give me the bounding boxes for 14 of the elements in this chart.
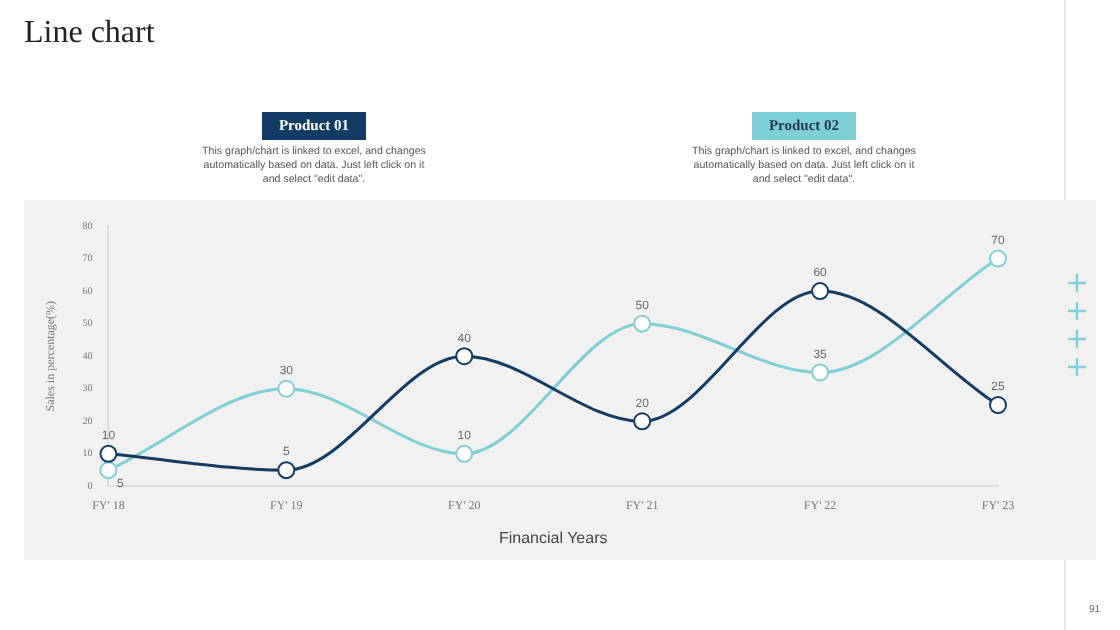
point [633, 412, 652, 431]
point [455, 444, 474, 463]
point [455, 347, 474, 366]
point [633, 314, 652, 333]
point [99, 444, 118, 463]
point [99, 461, 118, 480]
point [277, 461, 296, 480]
x-axis-title: Financial Years [498, 528, 608, 547]
chart-title: Line chart [24, 16, 155, 52]
point [989, 396, 1007, 415]
point [989, 249, 1007, 268]
point [277, 379, 296, 398]
point [811, 363, 830, 382]
point [811, 282, 830, 301]
